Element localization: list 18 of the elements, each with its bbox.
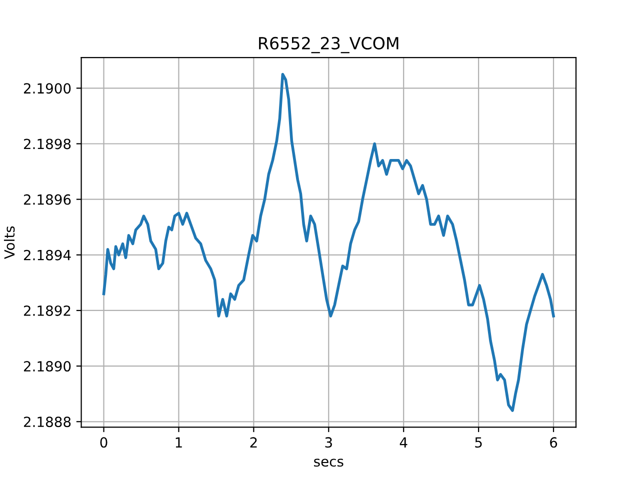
y-tick-label: 2.1900 — [24, 83, 71, 94]
x-tick-label: 5 — [475, 437, 482, 448]
x-tick-label: 1 — [176, 437, 182, 448]
y-tick-label: 2.1894 — [24, 250, 71, 260]
x-tick-label: 6 — [550, 437, 558, 448]
y-tick-label: 2.1890 — [24, 361, 71, 372]
y-tick-label: 2.1898 — [24, 138, 71, 150]
y-axis-title: Volts — [4, 226, 15, 260]
x-tick-label: 3 — [325, 437, 332, 448]
y-tick-label: 2.1892 — [24, 305, 70, 316]
y-tick-label: 2.1896 — [24, 194, 71, 205]
x-tick-label: 0 — [100, 437, 108, 448]
y-tick-label: 2.1888 — [24, 416, 71, 428]
chart-title: R6552_23_VCOM — [259, 36, 398, 54]
x-axis-title: secs — [314, 458, 344, 467]
x-tick-label: 2 — [250, 437, 257, 448]
line-series — [102, 72, 555, 412]
x-tick-label: 4 — [400, 437, 408, 448]
